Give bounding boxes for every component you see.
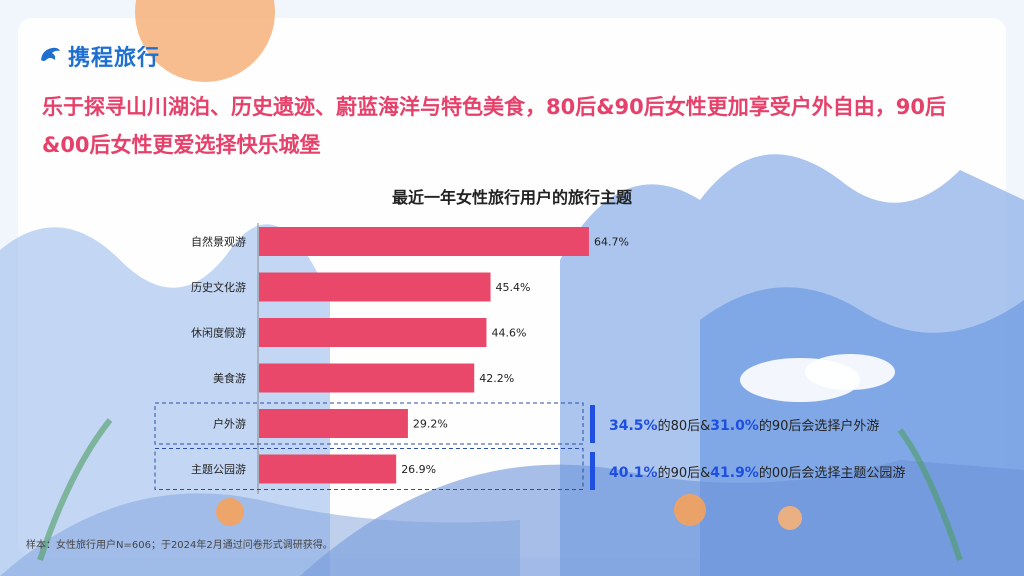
note-theme-park: 40.1%的90后&41.9%的00后会选择主题公园游	[590, 452, 905, 490]
value-label: 26.9%	[401, 463, 436, 476]
note-theme-park-pct1: 40.1%	[609, 464, 658, 481]
note-theme-park-text2: 的00后会选择主题公园游	[758, 465, 906, 481]
note-theme-park-text1: 的90后&	[657, 465, 711, 481]
value-label: 64.7%	[594, 236, 629, 249]
category-label: 自然景观游	[191, 235, 246, 249]
highlight-box	[154, 402, 584, 445]
category-label: 历史文化游	[191, 280, 246, 294]
category-label: 休闲度假游	[191, 326, 246, 340]
page-headline: 乐于探寻山川湖泊、历史遗迹、蔚蓝海洋与特色美食，80后&90后女性更加享受户外自…	[42, 95, 946, 157]
brand-name: 携程旅行	[68, 46, 161, 71]
note-outdoor-text1: 的80后&	[657, 418, 711, 434]
bar	[259, 227, 589, 256]
chart-title: 最近一年女性旅行用户的旅行主题	[391, 188, 632, 207]
bar	[259, 272, 491, 302]
value-label: 44.6%	[491, 327, 526, 340]
highlight-box	[154, 448, 584, 490]
note-theme-park-pct2: 41.9%	[710, 464, 759, 481]
value-label: 29.2%	[413, 418, 448, 431]
bar	[259, 318, 487, 347]
bar	[259, 409, 408, 438]
note-outdoor: 34.5%的80后&31.0%的90后会选择户外游	[590, 405, 879, 443]
category-label: 户外游	[213, 417, 246, 431]
note-outdoor-text2: 的90后会选择户外游	[758, 418, 880, 434]
value-label: 42.2%	[479, 372, 514, 385]
bar	[259, 454, 397, 484]
dolphin-logo-icon	[41, 47, 60, 61]
category-label: 主题公园游	[191, 463, 246, 476]
category-label: 美食游	[213, 371, 246, 385]
footnote: 样本：女性旅行用户N=606；于2024年2月通过问卷形式调研获得。	[26, 540, 333, 551]
sun-shape	[135, 0, 275, 82]
note-outdoor-pct2: 31.0%	[710, 417, 759, 434]
bar	[259, 363, 475, 393]
value-label: 45.4%	[496, 281, 531, 294]
note-outdoor-pct1: 34.5%	[609, 417, 658, 434]
brand-logo: 携程旅行	[38, 40, 160, 72]
